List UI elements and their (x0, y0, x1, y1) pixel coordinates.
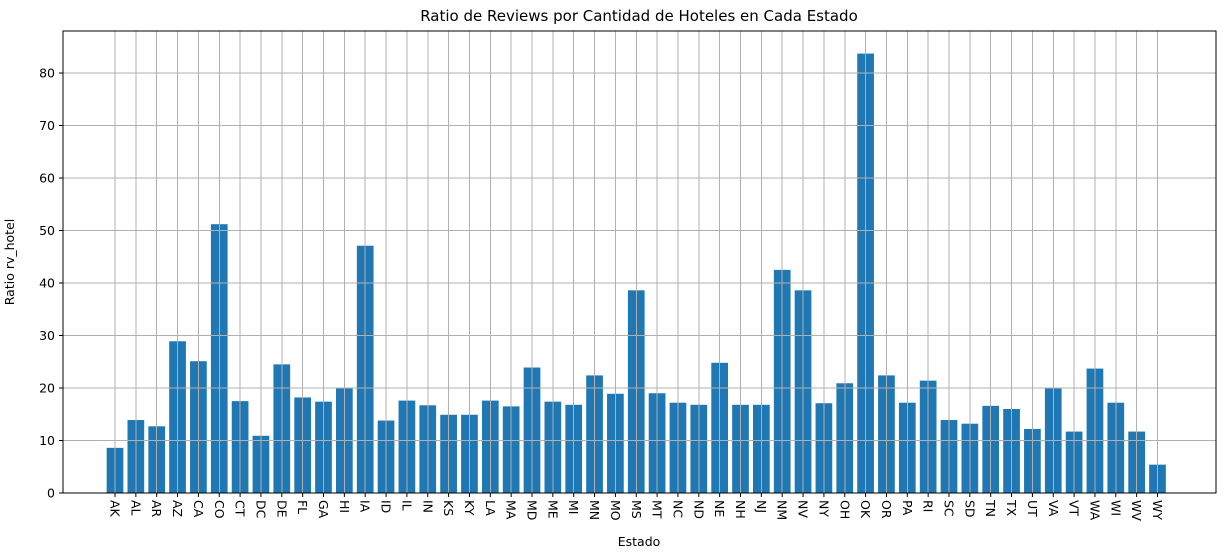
x-tick-label: WA (1087, 500, 1102, 521)
ticks-group (59, 72, 1158, 497)
plot-border (62, 30, 1217, 494)
y-tick-label: 30 (39, 328, 55, 343)
x-tick-label: AL (128, 500, 143, 516)
x-tick-label: WI (1108, 500, 1123, 516)
y-tick-label: 60 (39, 171, 55, 186)
x-tick-label: NY (816, 500, 831, 517)
x-tick-label: ND (691, 500, 706, 519)
x-tick-label: OH (837, 500, 852, 519)
x-tick-label: FL (295, 500, 310, 514)
x-tick-label: AZ (170, 500, 185, 517)
x-tick-label: IL (399, 500, 414, 511)
x-tick-label: AK (108, 500, 123, 518)
x-tick-label: NM (775, 500, 790, 520)
grid-group (63, 31, 1216, 493)
x-tick-label: MT (650, 500, 665, 519)
x-tick-label: CA (191, 500, 206, 518)
x-tick-label: CT (233, 500, 248, 517)
x-tick-label: OR (879, 500, 894, 519)
x-tick-label: NV (796, 500, 811, 518)
x-tick-label: VT (1067, 500, 1082, 517)
y-tick-label: 70 (39, 118, 55, 133)
x-tick-label: PA (900, 500, 915, 516)
y-tick-label: 50 (39, 223, 55, 238)
x-tick-label: MO (608, 500, 623, 521)
x-tick-label: TX (1004, 499, 1019, 517)
x-tick-label: GA (316, 500, 331, 519)
x-tick-label: SD (962, 500, 977, 518)
x-tick-label: HI (337, 500, 352, 513)
x-tick-label: UT (1025, 500, 1040, 517)
x-tick-label: DC (253, 500, 268, 519)
x-tick-label: IN (420, 500, 435, 513)
y-tick-label: 80 (39, 66, 55, 81)
x-tick-label: ME (545, 500, 560, 519)
x-tick-label: AR (149, 500, 164, 518)
x-tick-label: DE (274, 500, 289, 518)
x-tick-label: NH (733, 500, 748, 519)
y-tick-label: 20 (39, 381, 55, 396)
x-tick-label: KS (441, 500, 456, 516)
x-tick-label: CO (212, 500, 227, 519)
x-tick-label: SC (942, 500, 957, 517)
x-tick-label: NE (712, 500, 727, 517)
x-tick-label: MI (566, 500, 581, 514)
x-tick-label: RI (921, 500, 936, 512)
x-tick-label: KY (462, 500, 477, 516)
x-tick-label: IA (358, 500, 373, 513)
y-tick-label: 0 (47, 486, 55, 501)
tick-labels-group: AK AL AR AZ CA CO CT DC DE FL GA HI IA ID IL IN KS KY LA MA… (39, 66, 1165, 522)
x-tick-label: MA (504, 500, 519, 520)
y-tick-label: 10 (39, 433, 55, 448)
x-tick-label: NJ (754, 500, 769, 513)
x-tick-label: MD (525, 500, 540, 520)
y-tick-label: 40 (39, 276, 55, 291)
x-tick-label: MS (629, 500, 644, 519)
x-tick-label: NC (670, 500, 685, 518)
x-axis-label: Estado (618, 534, 661, 549)
x-tick-label: VA (1046, 500, 1061, 517)
x-tick-label: OK (858, 500, 873, 519)
x-tick-label: ID (379, 500, 394, 513)
x-tick-label: WY (1150, 500, 1165, 520)
chart-title: Ratio de Reviews por Cantidad de Hoteles… (420, 7, 858, 25)
x-tick-label: LA (483, 500, 498, 516)
x-tick-label: WV (1129, 500, 1144, 521)
x-tick-label: TN (983, 499, 998, 517)
x-tick-label: MN (587, 500, 602, 520)
y-axis-label: Ratio rv_hotel (2, 219, 17, 306)
